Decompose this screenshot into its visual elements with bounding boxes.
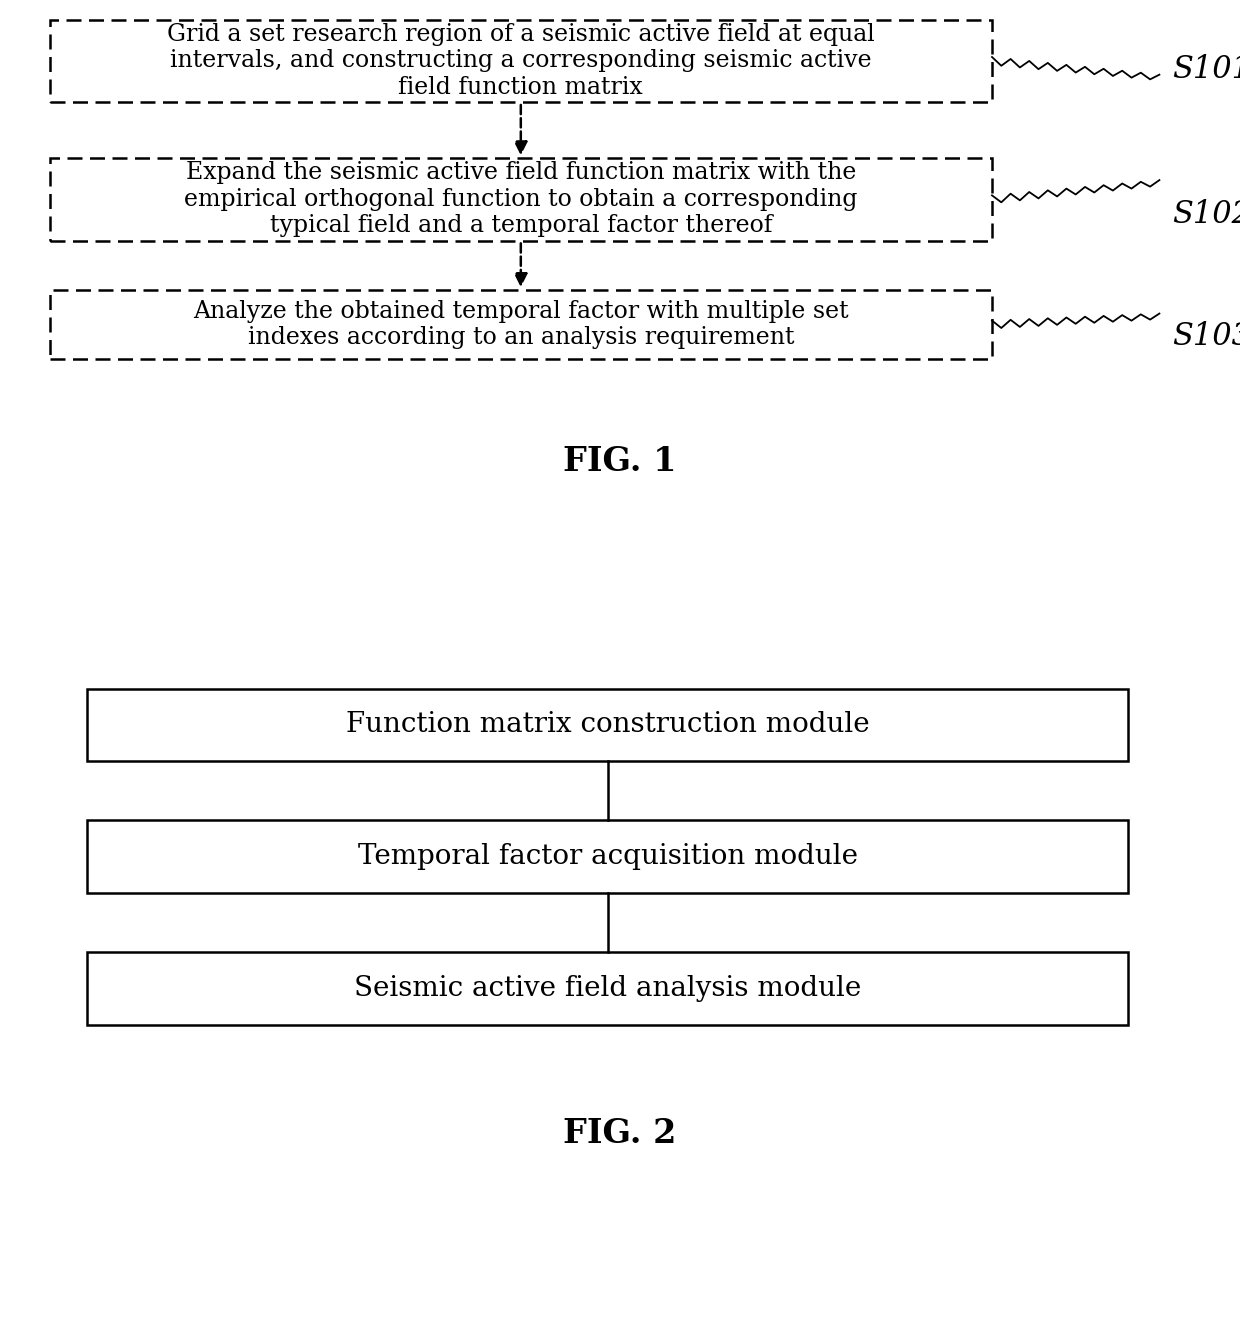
Text: S102: S102: [1172, 199, 1240, 229]
Bar: [50, 290, 992, 358]
Text: Analyze the obtained temporal factor with multiple set
indexes according to an a: Analyze the obtained temporal factor wit…: [193, 299, 848, 349]
Bar: [87, 952, 1128, 1025]
Text: Temporal factor acquisition module: Temporal factor acquisition module: [357, 844, 858, 870]
Text: S103: S103: [1172, 320, 1240, 352]
Bar: [87, 820, 1128, 894]
Text: FIG. 2: FIG. 2: [563, 1116, 677, 1151]
Text: Grid a set research region of a seismic active field at equal
intervals, and con: Grid a set research region of a seismic …: [167, 22, 874, 99]
Text: FIG. 1: FIG. 1: [563, 444, 677, 478]
Text: S101: S101: [1172, 54, 1240, 84]
Bar: [87, 688, 1128, 760]
Text: Seismic active field analysis module: Seismic active field analysis module: [353, 975, 862, 1002]
Bar: [50, 158, 992, 240]
Bar: [50, 20, 992, 101]
Text: Function matrix construction module: Function matrix construction module: [346, 712, 869, 738]
Text: Expand the seismic active field function matrix with the
empirical orthogonal fu: Expand the seismic active field function…: [184, 161, 858, 237]
